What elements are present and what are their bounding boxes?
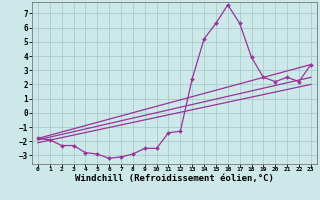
X-axis label: Windchill (Refroidissement éolien,°C): Windchill (Refroidissement éolien,°C) — [75, 174, 274, 183]
